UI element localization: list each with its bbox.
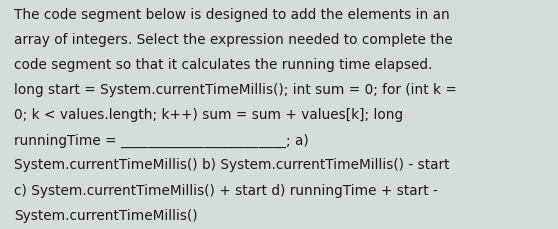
Text: array of integers. Select the expression needed to complete the: array of integers. Select the expression… <box>14 33 453 47</box>
Text: 0; k < values.length; k++) sum = sum + values[k]; long: 0; k < values.length; k++) sum = sum + v… <box>14 108 403 122</box>
Text: c) System.currentTimeMillis() + start d) runningTime + start -: c) System.currentTimeMillis() + start d)… <box>14 183 438 197</box>
Text: The code segment below is designed to add the elements in an: The code segment below is designed to ad… <box>14 8 450 22</box>
Text: runningTime = ________________________; a): runningTime = ________________________; … <box>14 133 309 147</box>
Text: code segment so that it calculates the running time elapsed.: code segment so that it calculates the r… <box>14 58 432 72</box>
Text: long start = System.currentTimeMillis(); int sum = 0; for (int k =: long start = System.currentTimeMillis();… <box>14 83 457 97</box>
Text: System.currentTimeMillis(): System.currentTimeMillis() <box>14 208 198 222</box>
Text: System.currentTimeMillis() b) System.currentTimeMillis() - start: System.currentTimeMillis() b) System.cur… <box>14 158 449 172</box>
